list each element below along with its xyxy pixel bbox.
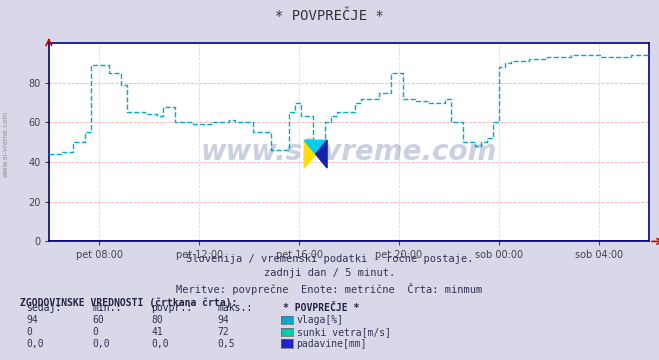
- Text: 0,0: 0,0: [26, 339, 44, 349]
- Text: 60: 60: [92, 315, 104, 325]
- Text: vlaga[%]: vlaga[%]: [297, 315, 343, 325]
- Text: Slovenija / vremenski podatki - ročne postaje.: Slovenija / vremenski podatki - ročne po…: [186, 254, 473, 264]
- Text: sedaj:: sedaj:: [26, 303, 61, 314]
- Text: sunki vetra[m/s]: sunki vetra[m/s]: [297, 327, 391, 337]
- Text: 72: 72: [217, 327, 229, 337]
- Text: 0,0: 0,0: [92, 339, 110, 349]
- Text: ZGODOVINSKE VREDNOSTI (črtkana črta):: ZGODOVINSKE VREDNOSTI (črtkana črta):: [20, 297, 237, 307]
- Text: www.si-vreme.com: www.si-vreme.com: [201, 138, 498, 166]
- Text: 41: 41: [152, 327, 163, 337]
- Text: 94: 94: [26, 315, 38, 325]
- Text: padavine[mm]: padavine[mm]: [297, 339, 367, 349]
- Text: povpr.:: povpr.:: [152, 303, 192, 314]
- Polygon shape: [304, 140, 316, 168]
- Text: min.:: min.:: [92, 303, 122, 314]
- Text: 94: 94: [217, 315, 229, 325]
- Text: * POVPREČJE *: * POVPREČJE *: [275, 9, 384, 23]
- Text: 0,0: 0,0: [152, 339, 169, 349]
- Text: maks.:: maks.:: [217, 303, 252, 314]
- Text: 0: 0: [26, 327, 32, 337]
- Text: 80: 80: [152, 315, 163, 325]
- Text: Meritve: povprečne  Enote: metrične  Črta: minmum: Meritve: povprečne Enote: metrične Črta:…: [177, 283, 482, 294]
- Polygon shape: [304, 140, 327, 154]
- Text: zadnji dan / 5 minut.: zadnji dan / 5 minut.: [264, 268, 395, 278]
- Text: www.si-vreme.com: www.si-vreme.com: [2, 111, 9, 177]
- Text: * POVPREČJE *: * POVPREČJE *: [283, 303, 360, 314]
- Polygon shape: [316, 140, 327, 168]
- Text: 0: 0: [92, 327, 98, 337]
- Text: 0,5: 0,5: [217, 339, 235, 349]
